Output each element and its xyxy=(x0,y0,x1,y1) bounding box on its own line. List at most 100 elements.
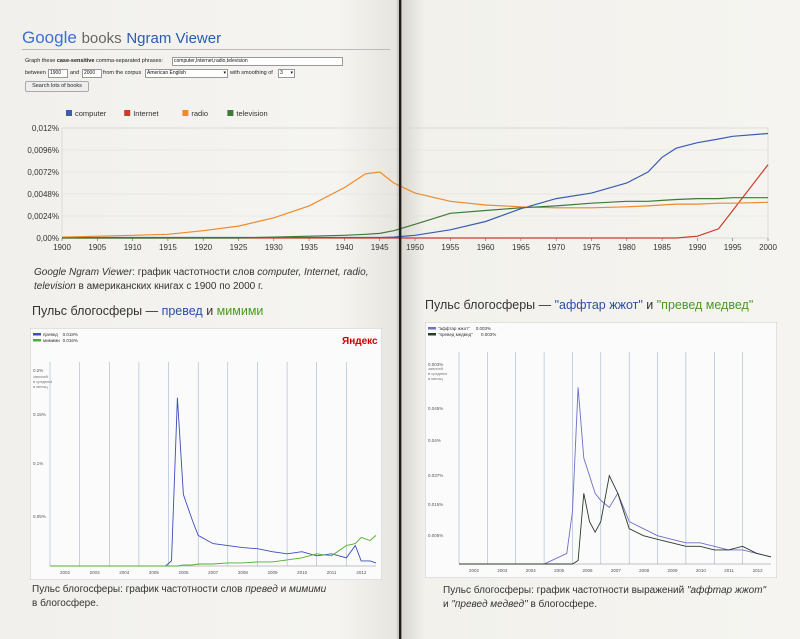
left-caption: Пульс блогосферы: график частотности сло… xyxy=(32,583,377,611)
chevron-down-icon: ▾ xyxy=(223,70,226,76)
ngram-y-tick-label: 0,012% xyxy=(32,124,59,133)
ngram-x-tick-label: 1945 xyxy=(371,243,389,252)
left-section-title: Пульс блогосферы — превед и мимими xyxy=(32,304,263,318)
yandex-y-tick-label: 0.005% xyxy=(428,533,443,538)
ngram-x-tick-label: 1940 xyxy=(336,243,354,252)
search-books-button[interactable]: Search lots of books xyxy=(25,81,89,92)
yandex-legend-swatch xyxy=(428,327,436,330)
ngram-y-tick-label: 0,0048% xyxy=(27,190,59,199)
logo-text: Google xyxy=(22,28,77,47)
yandex-x-tick-label: 2011 xyxy=(327,570,337,575)
right-caption: Пульс блогосферы: график частотности выр… xyxy=(443,584,788,612)
yandex-logo: Яндекс xyxy=(342,336,378,347)
left-caption-and: и xyxy=(277,584,289,595)
yandex-x-tick-label: 2010 xyxy=(696,568,707,573)
left-caption-suffix: в блогосфере. xyxy=(32,598,99,609)
ngram-plot-frame xyxy=(61,127,399,239)
yandex-y-tick-label: 0.045% xyxy=(428,406,443,411)
ngram-x-tick-label: 1960 xyxy=(477,243,495,252)
yandex-y-tick-label: 0.1% xyxy=(33,461,43,466)
yandex-x-tick-label: 2002 xyxy=(469,568,480,573)
ngram-x-tick-label: 1920 xyxy=(194,243,212,252)
yandex-y-tick-label: 0.15% xyxy=(33,412,46,417)
left-title-word1: превед xyxy=(161,304,203,318)
yandex-x-tick-label: 2009 xyxy=(267,570,278,575)
yandex-x-tick-label: 2008 xyxy=(238,570,249,575)
chevron-down-icon: ▾ xyxy=(290,70,293,76)
ngram-x-tick-label: 1965 xyxy=(512,243,530,252)
smoothing-select[interactable]: 3 ▾ xyxy=(278,69,295,78)
yandex-legend-label: мимими xyxy=(43,338,60,343)
corpus-select[interactable]: American English ▾ xyxy=(145,69,228,78)
ngram-x-tick-label: 1930 xyxy=(265,243,283,252)
yandex-legend-swatch xyxy=(33,339,41,342)
yandex-series-line xyxy=(50,535,377,567)
ngram-series-television xyxy=(401,197,768,230)
right-title-q1: "аффтар жжот" xyxy=(554,298,643,312)
yandex-y-note: в среднем xyxy=(33,379,52,384)
ngram-plot-frame xyxy=(401,127,769,239)
ngram-header: Google books Ngram Viewer xyxy=(22,28,221,48)
left-page: Google books Ngram Viewer Graph these ca… xyxy=(0,0,399,639)
legend-label-radio: radio xyxy=(191,109,208,118)
phrases-input[interactable]: computer,Internet,radio,television xyxy=(172,57,343,66)
yandex-legend-value: 0.003% xyxy=(481,332,496,337)
yandex-y-note: записей xyxy=(33,374,48,379)
yandex-x-tick-label: 2006 xyxy=(582,568,593,573)
ngram-caption-words2: television xyxy=(34,281,76,292)
ngram-x-tick-label: 1925 xyxy=(230,243,248,252)
right-page: 1900190519101915192019251930193519401945… xyxy=(401,0,800,639)
ngram-y-tick-label: 0,0096% xyxy=(27,146,59,155)
left-title-and: и xyxy=(202,304,217,318)
and-label: and xyxy=(70,70,80,76)
right-caption-q2: "превед медвед" xyxy=(451,599,528,610)
left-title-word2: мимими xyxy=(216,304,264,318)
ngram-x-tick-label: 1915 xyxy=(159,243,177,252)
ngram-x-tick-label: 1935 xyxy=(300,243,318,252)
yandex-x-tick-label: 2003 xyxy=(90,570,101,575)
right-title-prefix: Пульс блогосферы — xyxy=(425,298,555,312)
case-sensitive-text: case-sensitive xyxy=(56,58,95,64)
yandex-y-note: в среднем xyxy=(428,371,447,376)
ngram-series-radio xyxy=(61,171,399,238)
legend-swatch-computer xyxy=(66,110,72,116)
right-section-title: Пульс блогосферы — "аффтар жжот" и "прев… xyxy=(425,298,753,312)
ngram-series-television xyxy=(62,228,399,239)
ngram-y-tick-label: 0,0072% xyxy=(27,168,59,177)
yandex-x-tick-label: 2007 xyxy=(611,568,622,573)
corpus-label: from the corpus xyxy=(103,70,142,76)
left-caption-prefix: Пульс блогосферы: график частотности сло… xyxy=(32,584,246,595)
yandex-y-note: в месяц xyxy=(428,376,443,381)
yandex-chart-afftar: 2002 2003 2004 2005 2006 2007 2008 2009 2010 2011… xyxy=(425,322,777,578)
yandex-x-tick-label: 2003 xyxy=(497,568,508,573)
yandex-x-tick-label: 2007 xyxy=(208,570,219,575)
ngram-caption-prefix: Google Ngram Viewer xyxy=(34,267,133,278)
yandex-x-tick-label: 2002 xyxy=(60,570,71,575)
yandex-x-tick-label: 2006 xyxy=(179,570,190,575)
year-to-input[interactable]: 2000 xyxy=(82,69,102,78)
corpus-value: American English xyxy=(147,70,186,76)
yandex-x-tick-label: 2012 xyxy=(753,568,764,573)
ngram-x-tick-label: 1975 xyxy=(583,243,601,252)
book-spine-shadow xyxy=(396,0,402,639)
yandex-legend-label: "аффтар жжот" xyxy=(438,326,470,331)
legend-label-television: television xyxy=(236,109,267,118)
ngram-caption-words1: computer, Internet, radio, xyxy=(257,267,369,278)
yandex-legend-swatch xyxy=(33,333,41,336)
yandex-legend-value: 0.016% xyxy=(63,338,78,343)
right-title-and: и xyxy=(642,298,657,312)
ngram-caption-text1: : график частотности слов xyxy=(132,267,258,278)
between-label: between xyxy=(25,70,46,76)
yandex-x-tick-label: 2005 xyxy=(149,570,160,575)
right-caption-and: и xyxy=(443,599,452,610)
ngram-x-tick-label: 1980 xyxy=(618,243,636,252)
books-label: books xyxy=(81,30,122,47)
ngram-caption-text2: в американских книгах с 1900 по 2000 г. xyxy=(75,281,264,292)
yandex-chart-preved: 2002 2003 2004 2005 2006 2007 2008 2009 2010 2011… xyxy=(30,328,382,580)
yandex-x-tick-label: 2004 xyxy=(526,568,537,573)
yandex-y-note: записей xyxy=(428,366,443,371)
yandex-y-tick-label: 0.05% xyxy=(33,514,46,519)
legend-swatch-internet xyxy=(124,110,131,116)
year-from-input[interactable]: 1900 xyxy=(48,69,68,78)
phrases-label: Graph these case-sensitive comma-separat… xyxy=(25,58,163,64)
